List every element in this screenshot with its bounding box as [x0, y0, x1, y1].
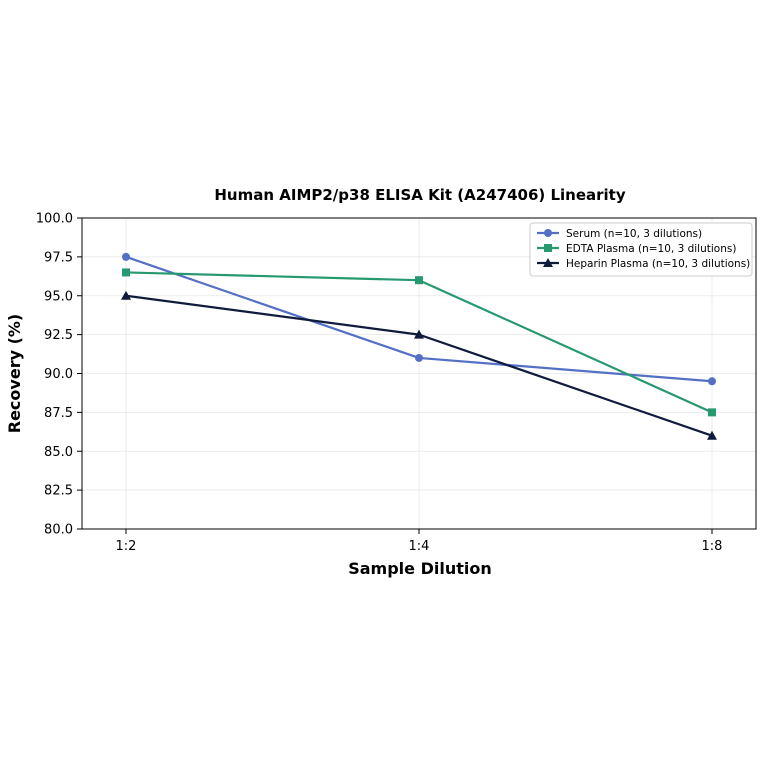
x-tick-label: 1:2 [116, 539, 137, 554]
legend-marker [544, 229, 552, 237]
legend-label: EDTA Plasma (n=10, 3 dilutions) [566, 243, 736, 255]
data-point [708, 408, 716, 417]
legend-marker [543, 258, 553, 267]
series-3 [121, 290, 717, 440]
data-point [415, 276, 423, 285]
data-point [707, 430, 717, 440]
legend: Serum (n=10, 3 dilutions) EDTA Plasma (n=… [529, 222, 753, 277]
data-point [415, 353, 423, 362]
y-axis-title: Recovery (%) [5, 314, 24, 433]
series-1 [122, 252, 716, 386]
chart-title: Human AIMP2/p38 ELISA Kit (A247406) Line… [214, 186, 625, 204]
data-point [121, 290, 131, 300]
data-point [708, 377, 716, 386]
legend-box [529, 222, 753, 277]
legend-item: EDTA Plasma (n=10, 3 dilutions) [537, 243, 736, 255]
data-point [122, 268, 130, 277]
y-tick-label: 97.5 [44, 250, 73, 265]
legend-label: Serum (n=10, 3 dilutions) [566, 228, 702, 240]
data-point [122, 252, 130, 261]
legend-marker [544, 244, 552, 252]
x-tick-label: 1:8 [702, 539, 723, 554]
y-tick-label: 82.5 [44, 484, 73, 499]
y-tick-label: 85.0 [44, 445, 73, 460]
data-point [414, 329, 424, 339]
series-2 [122, 268, 716, 417]
y-tick-label: 92.5 [44, 328, 73, 343]
x-axis-title: Sample Dilution [348, 559, 492, 578]
legend-item: Heparin Plasma (n=10, 3 dilutions) [537, 258, 750, 270]
legend-label: Heparin Plasma (n=10, 3 dilutions) [566, 258, 750, 270]
y-tick-label: 90.0 [44, 367, 73, 382]
legend-item: Serum (n=10, 3 dilutions) [537, 228, 702, 240]
y-tick-label: 100.0 [36, 212, 73, 227]
axes: 80.0 82.5 85.0 87.5 90.0 92.5 95.0 97.5 100.0 1:2… [36, 212, 723, 555]
y-tick-label: 87.5 [44, 406, 73, 421]
x-tick-label: 1:4 [409, 539, 430, 554]
y-tick-label: 95.0 [44, 289, 73, 304]
series-group [121, 252, 717, 440]
y-tick-label: 80.0 [44, 523, 73, 538]
